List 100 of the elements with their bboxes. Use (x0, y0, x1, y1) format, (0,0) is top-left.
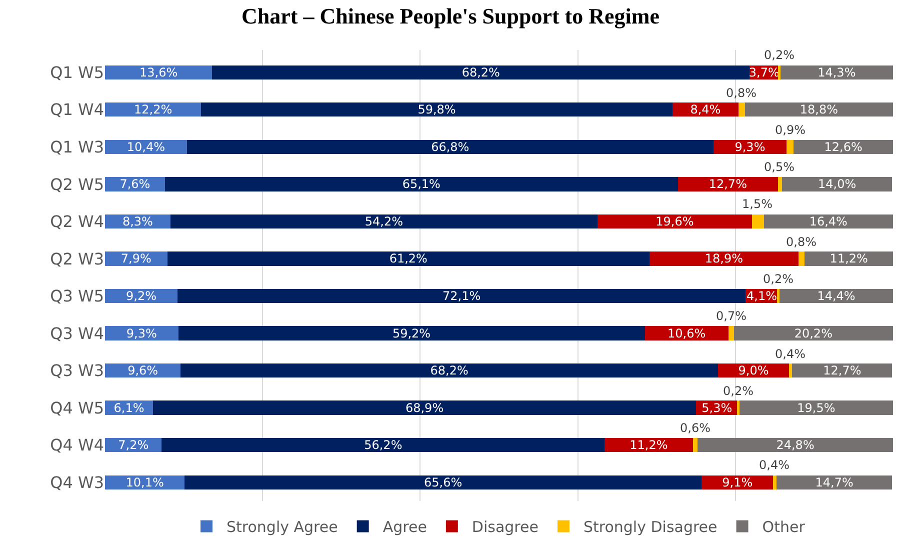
bar (105, 252, 168, 266)
y-tick-label: Q1 W4 (50, 100, 104, 120)
data-label: 14,0% (818, 177, 856, 192)
legend-label: Strongly Agree (226, 518, 338, 536)
data-label: 10,1% (126, 475, 164, 490)
data-label: 68,2% (430, 364, 468, 378)
data-label: 4,1% (746, 289, 778, 303)
bar (164, 177, 678, 192)
y-tick-label: Q2 W5 (50, 174, 104, 194)
bar (212, 65, 750, 80)
data-label: 10,4% (126, 140, 166, 154)
y-tick-label: Q3 W5 (50, 286, 104, 306)
data-label: 0,4% (775, 347, 806, 361)
data-label: 0,9% (775, 123, 806, 137)
legend-label: Disagree (472, 518, 538, 536)
data-label: 54,2% (364, 214, 404, 228)
data-label: 9,1% (722, 475, 753, 490)
bar (782, 177, 892, 192)
bar (162, 438, 605, 452)
bar (692, 438, 698, 452)
bar (780, 288, 893, 304)
data-label: 18,8% (800, 102, 838, 117)
data-label: 56,2% (364, 438, 402, 452)
bar (186, 140, 714, 154)
data-label: 7,2% (118, 438, 149, 452)
bar (752, 214, 764, 229)
data-label: 0,2% (764, 48, 794, 62)
bar (792, 363, 892, 378)
data-label: 9,3% (734, 140, 766, 154)
data-label: 16,4% (809, 214, 848, 228)
legend-label: Other (762, 518, 806, 536)
bar (105, 326, 178, 340)
data-label: 68,9% (405, 400, 444, 415)
data-label: 5,3% (702, 400, 732, 415)
bar (744, 102, 893, 117)
bar (739, 400, 893, 415)
bar (773, 475, 776, 490)
bar (178, 326, 645, 340)
data-label: 20,2% (794, 326, 832, 340)
bar (201, 102, 672, 117)
data-label: 14,4% (817, 289, 856, 303)
bar (734, 326, 893, 340)
data-label: 9,2% (126, 289, 156, 303)
bar (598, 214, 752, 229)
legend-label: Agree (382, 518, 427, 536)
data-label: 8,4% (690, 102, 721, 117)
data-label: 7,9% (120, 252, 152, 266)
data-label: 66,8% (431, 140, 470, 154)
y-tick-label: Q4 W5 (50, 398, 104, 418)
data-label: 24,8% (776, 438, 814, 452)
data-label: 19,5% (797, 400, 836, 415)
data-label: 65,6% (424, 475, 462, 490)
data-label: 0,2% (763, 272, 794, 286)
bar (180, 363, 718, 378)
bar (788, 363, 792, 378)
bar (780, 65, 893, 80)
y-tick-label: Q4 W4 (50, 436, 104, 455)
data-label: 0,8% (726, 86, 756, 100)
data-label: 11,2% (630, 438, 668, 452)
y-tick-label: Q3 W3 (50, 361, 104, 380)
legend-label: Strongly Disagree (583, 518, 718, 536)
data-label: 18,9% (704, 252, 744, 266)
y-tick-label: Q1 W3 (50, 138, 104, 157)
data-label: 61,2% (389, 252, 428, 266)
data-label: 7,6% (120, 177, 150, 192)
data-label: 6,1% (114, 400, 144, 415)
data-label: 0,8% (786, 235, 816, 249)
data-label: 9,3% (126, 326, 157, 340)
data-label: 0,5% (764, 160, 794, 174)
data-label: 12,7% (823, 364, 862, 378)
bar (778, 177, 782, 192)
bar (184, 475, 702, 490)
data-label: 0,6% (680, 421, 710, 435)
bar (644, 326, 728, 340)
data-label: 19,6% (656, 214, 694, 228)
data-label: 9,6% (128, 364, 158, 378)
data-label: 3,7% (748, 65, 780, 80)
bar (167, 252, 650, 266)
y-tick-label: Q3 W4 (50, 324, 104, 343)
bar (728, 326, 734, 340)
data-label: 59,8% (418, 102, 456, 117)
bar (777, 288, 780, 304)
y-tick-label: Q2 W4 (50, 212, 104, 232)
data-label: 13,6% (140, 65, 178, 80)
y-tick-label: Q2 W3 (50, 249, 104, 268)
data-label: 0,4% (759, 458, 790, 472)
data-label: 1,5% (742, 197, 772, 211)
data-label: 0,2% (723, 384, 754, 398)
data-label: 14,3% (818, 65, 856, 80)
data-label: 10,6% (667, 326, 706, 340)
bar (170, 214, 598, 229)
data-label: 12,6% (824, 140, 862, 154)
data-label: 14,7% (815, 475, 854, 490)
y-tick-label: Q4 W3 (50, 472, 104, 492)
data-label: 11,2% (830, 252, 868, 266)
data-label: 72,1% (442, 289, 481, 303)
bar (738, 102, 745, 117)
data-label: 12,2% (134, 102, 172, 117)
chart-title: Chart – Chinese People's Support to Regime (242, 4, 660, 29)
data-label: 9,0% (738, 364, 769, 378)
